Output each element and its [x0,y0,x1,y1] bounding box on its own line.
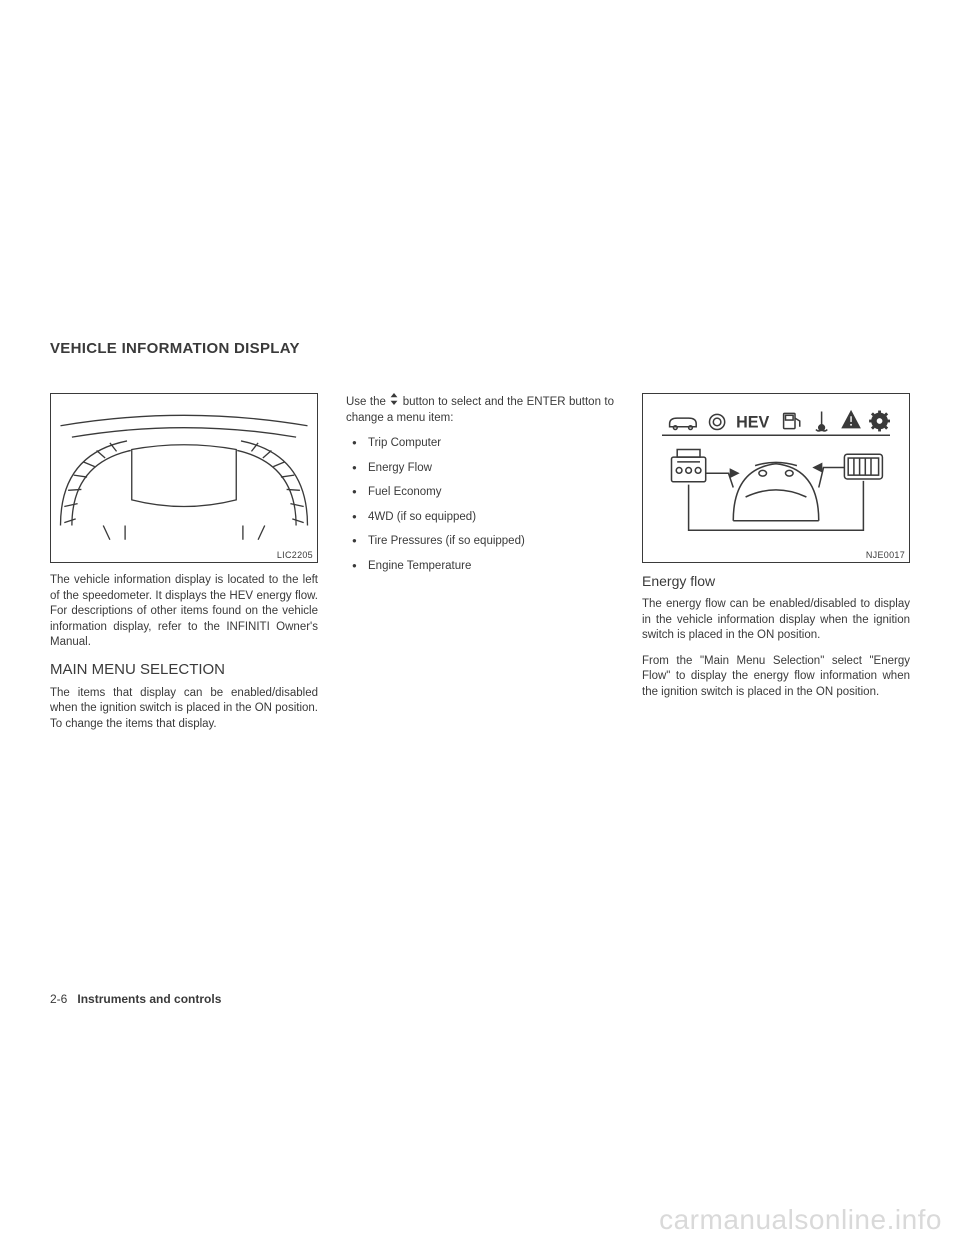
page-title: VEHICLE INFORMATION DISPLAY [50,340,910,357]
columns: LIC2205 The vehicle information display … [50,393,910,742]
para-main-menu: The items that display can be enabled/di… [50,686,318,733]
heading-energy-flow: Energy flow [642,573,910,589]
para-speedo-desc: The vehicle information display is locat… [50,573,318,651]
list-item: 4WD (if so equipped) [346,510,614,526]
heading-main-menu: MAIN MENU SELECTION [50,661,318,678]
para-use-button: Use the button to select and the ENTER b… [346,393,614,426]
svg-text:HEV: HEV [736,414,769,432]
menu-item-list: Trip Computer Energy Flow Fuel Economy 4… [346,436,614,574]
text-button-to-select: button to select and the ENTER button to… [346,396,614,424]
section-name: Instruments and controls [77,992,221,1006]
energy-flow-icon: HEV [643,394,909,562]
list-item: Trip Computer [346,436,614,452]
para-energy-1: The energy flow can be enabled/disabled … [642,597,910,644]
text-use-the: Use the [346,396,386,408]
list-item: Energy Flow [346,461,614,477]
up-down-arrow-icon [389,393,399,411]
list-item: Fuel Economy [346,485,614,501]
figure-speedometer: LIC2205 [50,393,318,563]
figure-label-energy: NJE0017 [866,550,905,560]
watermark: carmanualsonline.info [659,1204,942,1236]
list-item: Engine Temperature [346,559,614,575]
column-2: Use the button to select and the ENTER b… [346,393,614,742]
speedometer-icon [51,394,317,562]
column-1: LIC2205 The vehicle information display … [50,393,318,742]
figure-energy-flow: HEV [642,393,910,563]
page-footer: 2-6 Instruments and controls [50,992,221,1006]
column-3: HEV [642,393,910,742]
page-number: 2-6 [50,992,67,1006]
figure-label-speedo: LIC2205 [277,550,313,560]
para-energy-2: From the "Main Menu Selection" select "E… [642,654,910,701]
list-item: Tire Pressures (if so equipped) [346,534,614,550]
